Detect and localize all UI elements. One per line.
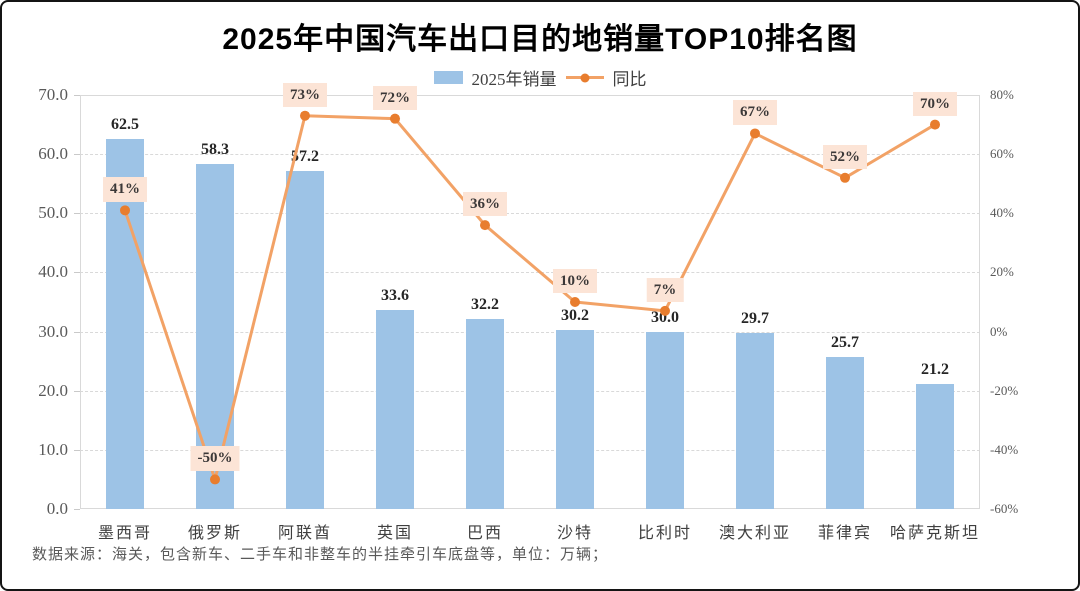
bar	[736, 333, 774, 509]
legend-line-label: 同比	[612, 70, 647, 89]
y-axis-tick	[74, 331, 80, 333]
category-label: 俄罗斯	[187, 525, 243, 542]
percent-label: 72%	[373, 85, 417, 110]
gridline	[80, 390, 980, 392]
bar	[376, 310, 414, 509]
bar-value-label: 33.6	[381, 287, 409, 305]
line-marker-icon	[750, 128, 760, 139]
y-axis-tick	[74, 95, 80, 96]
y-axis-tick	[74, 272, 80, 274]
percent-label: 67%	[733, 100, 777, 125]
y-axis-tick-label: 60.0	[38, 144, 68, 164]
plot-frame	[80, 95, 980, 509]
legend-bar-label: 2025年销量	[471, 70, 557, 89]
category-label: 墨西哥	[97, 525, 153, 542]
right-axis-tick-label: 40%	[990, 205, 1014, 221]
legend: 2025年销量 同比	[2, 65, 1078, 90]
line-marker-icon	[840, 172, 850, 183]
y-axis-tick	[74, 509, 80, 510]
percent-label: -50%	[190, 446, 240, 471]
bar	[826, 357, 864, 509]
category-label: 澳大利亚	[718, 525, 792, 542]
bar-value-label: 21.2	[921, 360, 949, 378]
trend-line-path	[123, 114, 936, 481]
bar	[916, 383, 954, 509]
bar-value-label: 32.2	[471, 295, 499, 313]
gridline	[80, 449, 980, 451]
category-label: 菲律宾	[817, 525, 873, 542]
right-axis-tick-label: 20%	[990, 264, 1014, 280]
line-marker-icon	[300, 110, 310, 121]
line-marker-icon	[570, 297, 580, 307]
bar-value-label: 62.5	[111, 116, 139, 134]
right-axis-tick-label: -20%	[990, 382, 1019, 398]
y-axis-tick-label: 20.0	[38, 380, 68, 400]
bar-value-label: 57.2	[291, 147, 319, 165]
bar-value-label: 58.3	[201, 141, 229, 159]
trend-line	[120, 110, 940, 485]
line-marker-icon	[390, 113, 400, 124]
percent-label: 73%	[283, 82, 327, 107]
y-axis-tick	[74, 154, 80, 156]
y-axis-tick	[74, 213, 80, 215]
data-source-note: 数据来源：海关，包含新车、二手车和非整车的半挂牵引车底盘等，单位：万辆；	[32, 547, 609, 563]
y-axis-tick-label: 0.0	[46, 499, 68, 518]
percent-label: 7%	[646, 277, 684, 303]
legend-bar-swatch	[433, 71, 463, 84]
bar-value-label: 25.7	[831, 334, 859, 351]
right-axis-tick-label: -40%	[990, 441, 1019, 457]
bar-value-label: 29.7	[741, 310, 769, 328]
category-label: 英国	[376, 525, 414, 542]
category-label: 比利时	[637, 525, 693, 542]
legend-line-marker-icon	[580, 73, 589, 82]
percent-label: 10%	[553, 269, 597, 294]
bar	[646, 331, 684, 509]
gridline	[80, 331, 980, 333]
line-marker-icon	[930, 119, 940, 130]
y-axis-tick-label: 30.0	[38, 321, 68, 341]
category-label: 巴西	[466, 525, 504, 542]
line-marker-icon	[480, 220, 490, 231]
y-axis-tick	[74, 449, 80, 451]
category-label: 哈萨克斯坦	[889, 525, 981, 542]
right-axis-tick-label: -60%	[990, 501, 1019, 516]
gridline	[80, 154, 980, 156]
gridline	[80, 272, 980, 274]
category-label: 沙特	[556, 525, 594, 542]
y-axis-tick-label: 70.0	[38, 85, 68, 104]
bar	[286, 170, 324, 509]
y-axis-tick	[74, 390, 80, 392]
right-axis-tick-label: 0%	[990, 323, 1008, 339]
line-marker-icon	[210, 474, 220, 485]
percent-label: 36%	[463, 192, 507, 217]
right-axis-tick-label: 60%	[990, 146, 1014, 162]
y-axis-tick-label: 50.0	[38, 203, 68, 223]
percent-label: 70%	[913, 91, 957, 116]
line-marker-icon	[120, 205, 130, 216]
bar	[466, 318, 504, 509]
gridline	[80, 213, 980, 215]
y-axis-tick-label: 40.0	[38, 262, 68, 282]
legend-line-swatch	[565, 73, 604, 82]
right-axis-tick-label: 80%	[990, 87, 1014, 102]
line-marker-icon	[660, 305, 670, 316]
y-axis-tick-label: 10.0	[38, 439, 68, 459]
percent-label: 41%	[103, 177, 147, 202]
percent-label: 52%	[823, 144, 867, 170]
category-label: 阿联酋	[277, 525, 333, 542]
bar-value-label: 30.0	[651, 308, 679, 326]
chart-title: 2025年中国汽车出口目的地销量TOP10排名图	[222, 23, 858, 56]
bar	[556, 330, 594, 509]
bar-value-label: 30.2	[561, 307, 589, 325]
